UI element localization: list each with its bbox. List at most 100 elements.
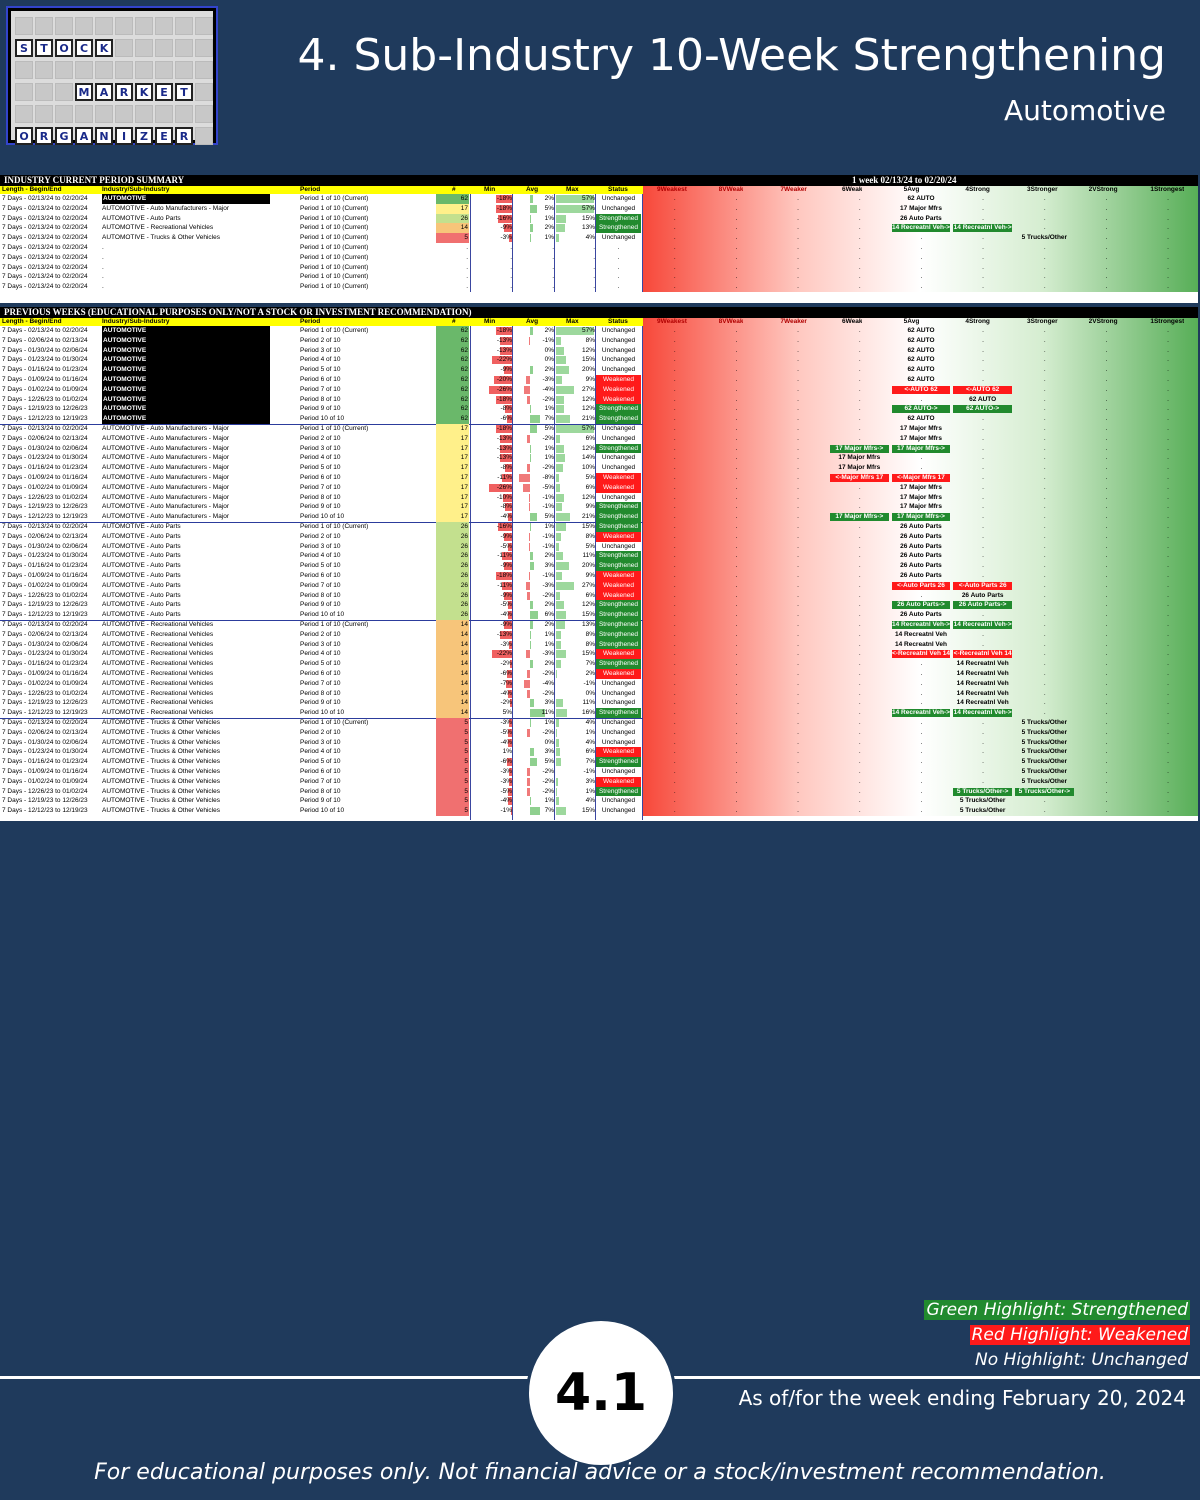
logo-tile bbox=[35, 105, 53, 123]
slot-dot: . bbox=[797, 425, 799, 432]
logo-tile bbox=[195, 105, 213, 123]
cell-per: Period 3 of 10 bbox=[300, 542, 341, 550]
slot-dot: . bbox=[920, 346, 923, 354]
slot-dot: . bbox=[982, 454, 984, 462]
slot-dot: . bbox=[982, 214, 984, 222]
table-row: 7 Days - 01/23/24 to 01/30/24 AUTOMOTIVE … bbox=[0, 747, 1198, 758]
slot-dot: . bbox=[1105, 689, 1108, 697]
slot-dot: . bbox=[735, 523, 738, 530]
slot-dot: . bbox=[673, 204, 676, 212]
min-bar bbox=[506, 758, 512, 767]
slot-dot: . bbox=[1043, 630, 1046, 638]
cell-min: -8% bbox=[500, 405, 512, 413]
cell-len: 7 Days - 02/13/24 to 02/20/24 bbox=[2, 327, 88, 334]
avg-bar bbox=[530, 611, 539, 620]
cell-per: Period 10 of 10 bbox=[300, 513, 345, 521]
slot-dot: . bbox=[858, 204, 861, 212]
slot-dot: . bbox=[858, 689, 861, 697]
slot-dot: . bbox=[1167, 552, 1169, 560]
slot-dot: . bbox=[1105, 542, 1108, 550]
cell-ind: . bbox=[102, 253, 104, 261]
position-marker: 17 Major Mfrs bbox=[838, 454, 881, 462]
slot-dot: . bbox=[673, 234, 676, 242]
logo-letter: O bbox=[55, 39, 73, 57]
cell-ind: AUTOMOTIVE - Auto Manufacturers - Major bbox=[102, 483, 230, 491]
cell-n: 14 bbox=[460, 621, 468, 628]
min-bar bbox=[509, 719, 512, 727]
max-bar bbox=[556, 425, 594, 433]
cell-max: 8% bbox=[585, 640, 595, 648]
strengthened-marker: 14 Recreatnl Veh-> bbox=[891, 224, 951, 233]
cell-max: 9% bbox=[585, 503, 595, 511]
slot-dot: . bbox=[1105, 807, 1108, 815]
slot-dot: . bbox=[1105, 552, 1108, 560]
slot-dot: . bbox=[673, 552, 676, 560]
cell-per: Period 1 of 10 (Current) bbox=[300, 253, 369, 261]
cell-n: 26 bbox=[460, 523, 468, 530]
max-bar bbox=[556, 572, 562, 580]
slot-dot: . bbox=[920, 777, 923, 785]
position-marker: 62 AUTO bbox=[907, 336, 935, 344]
cell-per: Period 7 of 10 bbox=[300, 777, 341, 785]
cell-n: . bbox=[466, 244, 468, 251]
slot-dot: . bbox=[1105, 385, 1108, 393]
avg-bar bbox=[530, 709, 546, 718]
slot-dot: . bbox=[797, 234, 799, 242]
cell-n: 14 bbox=[460, 679, 468, 687]
cell-min: -6% bbox=[500, 758, 512, 766]
slot-dot: . bbox=[858, 425, 861, 432]
strength-zone bbox=[643, 326, 1198, 336]
logo-tile bbox=[55, 61, 73, 79]
cell-ind: AUTOMOTIVE - Auto Manufacturers - Major bbox=[102, 204, 230, 212]
cell-ind: AUTOMOTIVE - Auto Manufacturers - Major bbox=[102, 464, 230, 472]
summary-banner-title: INDUSTRY CURRENT PERIOD SUMMARY bbox=[4, 175, 185, 185]
table-row: 7 Days - 02/13/24 to 02/20/24 AUTOMOTIVE P… bbox=[0, 326, 1198, 336]
column-header: Length - Begin/End bbox=[2, 186, 62, 193]
avg-bar bbox=[530, 621, 533, 629]
cell-n: 14 bbox=[460, 709, 468, 717]
cell-min: -18% bbox=[496, 572, 512, 579]
cell-ind: AUTOMOTIVE - Auto Parts bbox=[102, 562, 181, 570]
slot-dot: . bbox=[1167, 336, 1169, 344]
cell-max: 12% bbox=[581, 601, 595, 609]
strengthened-marker: 62 AUTO-> bbox=[891, 405, 951, 414]
slot-dot: . bbox=[920, 253, 923, 261]
cell-status: Unchanged bbox=[601, 366, 636, 374]
avg-bar bbox=[530, 562, 535, 571]
strength-zone bbox=[643, 522, 1198, 532]
cell-status: Weakened bbox=[596, 747, 641, 758]
position-marker: 5 Trucks/Other bbox=[1021, 719, 1068, 726]
cell-n: 62 bbox=[460, 366, 468, 374]
slot-dot: . bbox=[982, 758, 984, 766]
cell-ind: AUTOMOTIVE - Auto Manufacturers - Major bbox=[102, 425, 230, 432]
strengthened-marker: 17 Major Mfrs-> bbox=[830, 513, 889, 522]
max-bar bbox=[556, 464, 563, 473]
position-marker: 17 Major Mfrs bbox=[838, 464, 881, 472]
avg-bar bbox=[528, 336, 530, 345]
table-row: 7 Days - 02/13/24 to 02/20/24. Period 1 o… bbox=[0, 272, 1198, 283]
count-heat-cell bbox=[436, 757, 469, 767]
table-row: 7 Days - 12/19/23 to 12/26/23 AUTOMOTIVE … bbox=[0, 698, 1198, 709]
cell-status: Strengthened bbox=[596, 213, 641, 224]
slot-dot: . bbox=[1043, 253, 1046, 261]
min-bar bbox=[495, 425, 512, 433]
cell-len: 7 Days - 02/13/24 to 02/20/24 bbox=[2, 234, 88, 242]
cell-per: Period 2 of 10 bbox=[300, 532, 341, 540]
cell-len: 7 Days - 01/09/24 to 01/16/24 bbox=[2, 376, 88, 383]
cell-n: 26 bbox=[460, 601, 468, 609]
cell-len: 7 Days - 01/09/24 to 01/16/24 bbox=[2, 768, 88, 775]
slot-dot: . bbox=[797, 640, 799, 648]
slot-dot: . bbox=[797, 224, 799, 232]
cell-ind: AUTOMOTIVE - Trucks & Other Vehicles bbox=[102, 738, 220, 746]
slot-dot: . bbox=[735, 464, 738, 472]
logo-letter: A bbox=[75, 127, 93, 145]
count-heat-cell bbox=[436, 433, 469, 444]
slot-dot: . bbox=[1105, 562, 1108, 570]
strengthened-marker: 14 Recreatnl Veh-> bbox=[891, 709, 951, 718]
table-row: 7 Days - 02/13/24 to 02/20/24 AUTOMOTIVE … bbox=[0, 213, 1198, 224]
table-row: 7 Days - 02/13/24 to 02/20/24. Period 1 o… bbox=[0, 252, 1198, 263]
table-row: 7 Days - 02/06/24 to 02/13/24 AUTOMOTIVE P… bbox=[0, 335, 1198, 346]
slot-dot: . bbox=[797, 630, 799, 638]
position-marker: 62 AUTO bbox=[907, 346, 935, 354]
slot-dot: . bbox=[1105, 425, 1108, 432]
